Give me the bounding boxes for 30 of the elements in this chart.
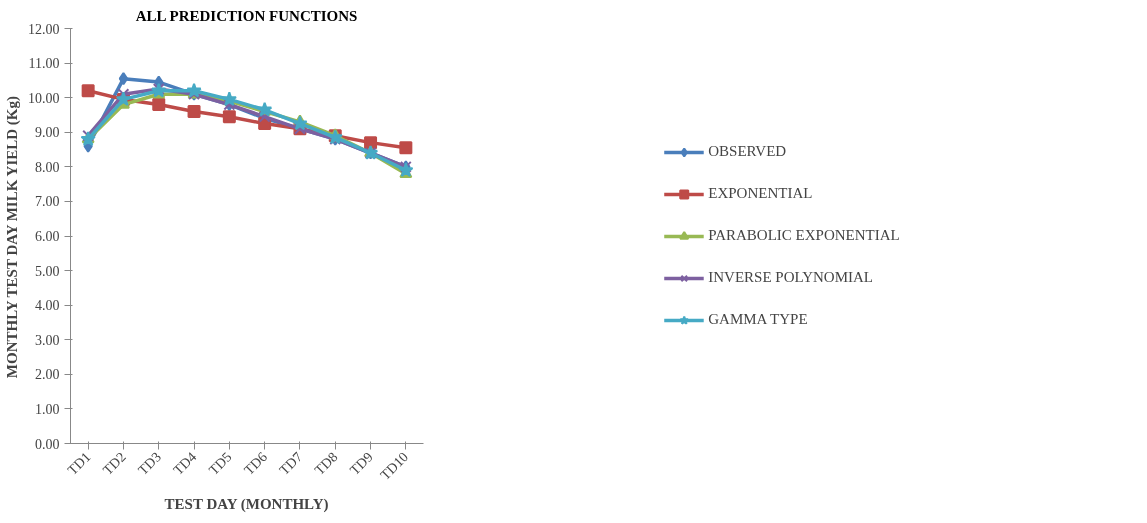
y-axis-title: MONTHLY TEST DAY MILK YIELD (Kg)	[4, 96, 21, 379]
x-tick-label: TD2	[100, 449, 129, 478]
chart-title: ALL PREDICTION FUNCTIONS	[135, 7, 358, 24]
x-tick-label: TD5	[205, 449, 235, 478]
x-tick-label: TD1	[64, 449, 94, 478]
y-tick-label: 2.00	[35, 367, 60, 383]
y-tick-label: 5.00	[35, 263, 60, 279]
x-tick-label: TD7	[276, 449, 306, 478]
legend-label: INVERSE POLYNOMIAL	[708, 269, 873, 286]
y-tick-label: 4.00	[35, 298, 60, 314]
y-tick-label: 10.00	[28, 90, 60, 106]
legend-label: EXPONENTIAL	[708, 185, 813, 202]
y-tick-label: 6.00	[35, 229, 60, 244]
x-tick-label: TD6	[241, 449, 270, 478]
x-tick-label: TD3	[135, 449, 165, 478]
x-tick-label: TD8	[311, 449, 341, 478]
y-tick-label: 0.00	[35, 436, 60, 452]
y-tick-label: 1.00	[35, 401, 60, 417]
x-tick-label: TD4	[170, 449, 200, 478]
legend-label: PARABOLIC EXPONENTIAL	[708, 227, 900, 244]
y-tick-label: 8.00	[35, 159, 60, 175]
y-tick-label: 7.00	[35, 194, 60, 210]
legend-label: OBSERVED	[708, 143, 787, 160]
y-tick-label: 3.00	[35, 332, 60, 348]
x-tick-label: TD9	[347, 449, 376, 478]
y-tick-label: 12.00	[28, 21, 60, 37]
legend-label: GAMMA TYPE	[708, 311, 808, 328]
y-tick-label: 11.00	[28, 56, 60, 72]
x-axis-title: TEST DAY (MONTHLY)	[164, 496, 329, 514]
y-tick-label: 9.00	[35, 125, 60, 141]
